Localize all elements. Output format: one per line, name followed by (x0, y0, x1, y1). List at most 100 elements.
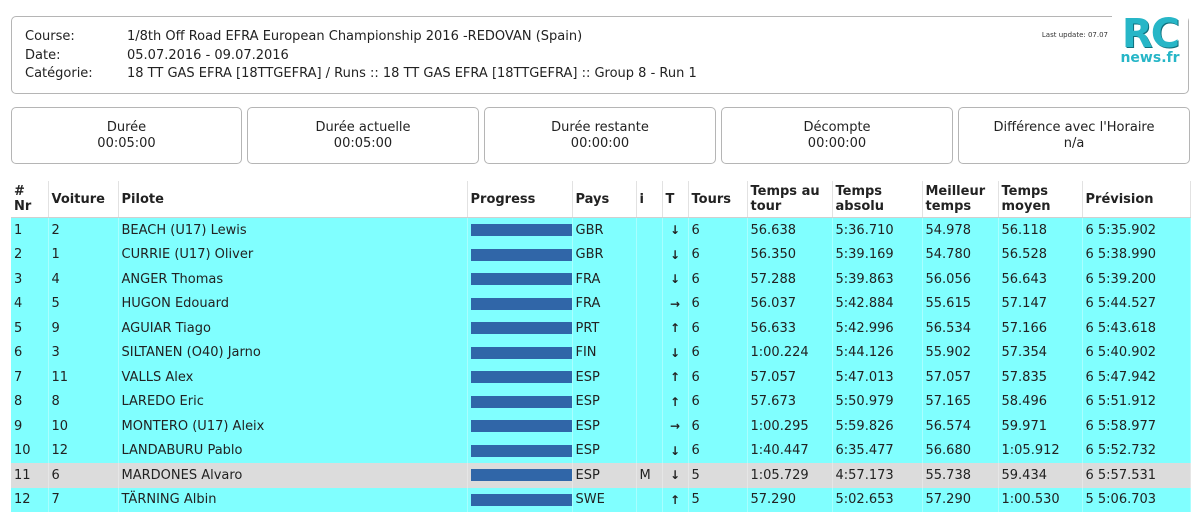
remaining-duration-box: Durée restante 00:00:00 (484, 107, 716, 164)
cell-best-time: 57.165 (922, 389, 999, 414)
last-update: Last update: 07.07 (1041, 31, 1108, 39)
category-value: 18 TT GAS EFRA [18TTGEFRA] / Runs :: 18 … (127, 66, 697, 81)
cell-avg-time: 57.166 (998, 316, 1083, 341)
cell-country: GBR (572, 217, 637, 243)
cell-progress (467, 487, 573, 512)
cell-abs-time: 5:42.884 (832, 291, 923, 316)
header-progress[interactable]: Progress (467, 181, 573, 218)
cell-avg-time: 1:00.530 (998, 487, 1083, 512)
progress-bar (470, 297, 571, 310)
cell-info (636, 242, 663, 267)
schedule-difference-box: Différence avec l'Horaire n/a (958, 107, 1190, 164)
duration-value: 00:05:00 (97, 136, 156, 151)
header-pilot[interactable]: Pilote (118, 181, 468, 218)
cell-info (636, 291, 663, 316)
cell-abs-time: 5:42.996 (832, 316, 923, 341)
cell-pilot: ANGER Thomas (118, 267, 468, 292)
cell-car: 8 (48, 389, 119, 414)
cell-avg-time: 57.835 (998, 365, 1083, 390)
cell-laps: 5 (688, 463, 748, 488)
cell-progress (467, 267, 573, 292)
cell-laps: 6 (688, 340, 748, 365)
cell-best-time: 55.738 (922, 463, 999, 488)
cell-country: FIN (572, 340, 637, 365)
cell-avg-time: 56.643 (998, 267, 1083, 292)
cell-best-time: 54.978 (922, 217, 999, 243)
cell-best-time: 55.902 (922, 340, 999, 365)
trend-arrow-icon: ↑ (662, 487, 689, 512)
cell-pilot: MONTERO (U17) Aleix (118, 414, 468, 439)
progress-bar (470, 469, 571, 482)
cell-progress (467, 389, 573, 414)
cell-forecast: 6 5:51.912 (1082, 389, 1191, 414)
header-laps[interactable]: Tours (688, 181, 748, 218)
cell-avg-time: 59.971 (998, 414, 1083, 439)
schedule-difference-value: n/a (1063, 136, 1085, 151)
header-car[interactable]: Voiture (48, 181, 119, 218)
course-label: Course: (25, 29, 75, 44)
header-abs-time[interactable]: Temps absolu (832, 181, 923, 218)
cell-forecast: 6 5:40.902 (1082, 340, 1191, 365)
cell-info (636, 365, 663, 390)
progress-bar (470, 420, 571, 433)
cell-best-time: 57.290 (922, 487, 999, 512)
header-lap-time[interactable]: Temps au tour (747, 181, 833, 218)
cell-car: 11 (48, 365, 119, 390)
countdown-box: Décompte 00:00:00 (721, 107, 953, 164)
results-table: # Nr Voiture Pilote Progress Pays i T To… (11, 181, 1191, 512)
cell-country: FRA (572, 291, 637, 316)
cell-lap-time: 56.638 (747, 217, 833, 243)
cell-forecast: 6 5:57.531 (1082, 463, 1191, 488)
cell-car: 3 (48, 340, 119, 365)
header-country[interactable]: Pays (572, 181, 637, 218)
cell-country: GBR (572, 242, 637, 267)
category-row: Catégorie: 18 TT GAS EFRA [18TTGEFRA] / R… (25, 66, 697, 82)
cell-nr: 9 (11, 414, 49, 439)
cell-lap-time: 1:00.295 (747, 414, 833, 439)
countdown-value: 00:00:00 (807, 136, 867, 151)
remaining-duration-title: Durée restante (551, 120, 649, 135)
cell-info (636, 438, 663, 463)
header-nr[interactable]: # Nr (11, 181, 49, 218)
cell-country: FRA (572, 267, 637, 292)
progress-bar (470, 395, 571, 408)
trend-arrow-icon: ↑ (662, 365, 689, 390)
cell-nr: 1 (11, 217, 49, 243)
header-trend[interactable]: T (662, 181, 689, 218)
cell-info: M (636, 463, 663, 488)
table-row: 12 7 TÄRNING Albin SWE ↑ 5 57.290 5:02.653 57.29… (11, 487, 1191, 512)
cell-country: SWE (572, 487, 637, 512)
cell-lap-time: 56.037 (747, 291, 833, 316)
table-row: 6 3 SILTANEN (O40) Jarno FIN ↓ 6 1:00.224 5:44.… (11, 340, 1191, 365)
header-forecast[interactable]: Prévision (1082, 181, 1191, 218)
cell-avg-time: 56.118 (998, 217, 1083, 243)
cell-forecast: 6 5:47.942 (1082, 365, 1191, 390)
cell-country: ESP (572, 463, 637, 488)
header-avg-time[interactable]: Temps moyen (998, 181, 1083, 218)
header-info[interactable]: i (636, 181, 663, 218)
event-info-panel: Course: 1/8th Off Road EFRA European Cham… (11, 16, 1189, 94)
remaining-duration-value: 00:00:00 (570, 136, 630, 151)
date-row: Date: 05.07.2016 - 09.07.2016 (25, 48, 289, 64)
cell-laps: 6 (688, 389, 748, 414)
cell-nr: 12 (11, 487, 49, 512)
cell-abs-time: 6:35.477 (832, 438, 923, 463)
cell-pilot: SILTANEN (O40) Jarno (118, 340, 468, 365)
cell-country: ESP (572, 389, 637, 414)
cell-laps: 6 (688, 414, 748, 439)
cell-forecast: 5 5:06.703 (1082, 487, 1191, 512)
trend-arrow-icon: ↓ (662, 267, 689, 292)
countdown-title: Décompte (803, 120, 871, 135)
cell-lap-time: 56.350 (747, 242, 833, 267)
cell-info (636, 217, 663, 243)
trend-arrow-icon: ↓ (662, 438, 689, 463)
cell-laps: 6 (688, 316, 748, 341)
cell-progress (467, 242, 573, 267)
results-body: 1 2 BEACH (U17) Lewis GBR ↓ 6 56.638 5:36.710 54… (11, 217, 1191, 512)
cell-abs-time: 5:59.826 (832, 414, 923, 439)
cell-avg-time: 57.354 (998, 340, 1083, 365)
table-row: 8 8 LAREDO Eric ESP ↑ 6 57.673 5:50.979 57.165 58… (11, 389, 1191, 414)
cell-lap-time: 57.290 (747, 487, 833, 512)
cell-progress (467, 340, 573, 365)
header-best-time[interactable]: Meilleur temps (922, 181, 999, 218)
